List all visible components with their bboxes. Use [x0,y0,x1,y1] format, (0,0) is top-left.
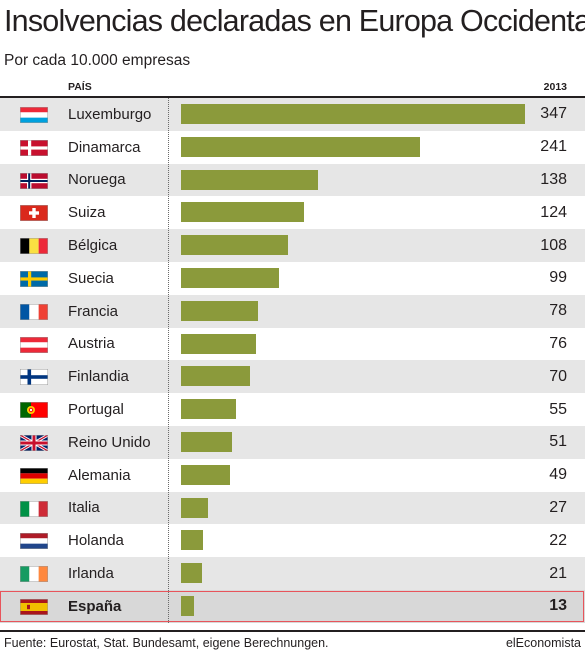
italy-flag-icon [20,500,48,517]
switzerland-flag-icon [20,205,48,222]
value-label: 99 [549,269,567,287]
bar [181,136,420,157]
france-flag-icon [20,303,48,320]
bar-row: Holanda 22 [0,524,585,557]
finland-flag-icon [20,369,48,386]
value-label: 21 [549,564,567,582]
value-label: 241 [540,138,567,156]
country-label: Suiza [68,204,106,222]
source-note: Fuente: Eurostat, Stat. Bundesamt, eigen… [4,636,329,650]
value-label: 55 [549,400,567,418]
bar-row: Irlanda 21 [0,557,585,590]
country-label: Francia [68,302,119,320]
country-label: Irlanda [68,565,114,583]
header-rule [0,96,585,98]
value-label: 347 [540,105,567,123]
value-label: 49 [549,466,567,484]
chart-subtitle: Por cada 10.000 empresas [4,52,191,69]
value-label: 22 [549,531,567,549]
year-column-header: 2013 [543,81,567,93]
country-column-header: PAÍS [68,81,92,93]
footer-rule [0,630,585,632]
bar-row: Dinamarca 241 [0,131,585,164]
bar-row: Finlandia 70 [0,360,585,394]
bar-row: Portugal 55 [0,393,585,426]
country-label: Holanda [68,532,124,550]
country-label: Austria [68,335,115,353]
dotted-separator [168,98,169,623]
country-label: Portugal [68,401,124,419]
bar [181,169,318,190]
bar [181,563,202,584]
country-label: Reino Unido [68,433,151,451]
bar [181,432,232,452]
value-label: 70 [549,367,567,385]
bar [181,596,194,616]
country-label: Suecia [68,269,114,287]
bar-row: Suecia 99 [0,262,585,295]
bar [181,366,251,387]
brand-label: elEconomista [505,636,581,650]
bar-row: Italia 27 [0,491,585,525]
bar-row: Bélgica 108 [0,229,585,262]
bar [181,333,257,354]
bar-row: España 13 [0,590,585,623]
value-label: 138 [540,170,567,188]
bar [181,399,236,420]
netherlands-flag-icon [20,533,48,550]
value-label: 78 [549,302,567,320]
value-label: 13 [549,597,567,615]
value-label: 27 [549,498,567,516]
value-label: 108 [540,236,567,254]
bar [181,202,304,223]
spain-flag-icon [20,599,48,615]
bar [181,104,525,124]
country-label: Alemania [68,466,131,484]
germany-flag-icon [20,467,48,484]
chart-title: Insolvencias declaradas en Europa Occide… [4,4,585,38]
value-label: 51 [549,433,567,451]
value-label: 76 [549,334,567,352]
norway-flag-icon [20,172,48,189]
bar-row: Suiza 124 [0,196,585,229]
bar-row: Reino Unido 51 [0,426,585,459]
bar [181,268,280,288]
country-label: España [68,597,122,615]
bar [181,235,289,256]
austria-flag-icon [20,336,48,353]
country-label: Italia [68,499,100,517]
luxembourg-flag-icon [20,107,48,123]
bar [181,530,203,551]
country-label: Dinamarca [68,138,141,156]
bar [181,464,230,485]
value-label: 124 [540,203,567,221]
bar-row: Austria 76 [0,328,585,361]
country-label: Luxemburgo [68,105,152,123]
bar-row: Francia 78 [0,294,585,328]
bar [181,300,259,321]
bar-row: Alemania 49 [0,459,585,492]
country-label: Noruega [68,171,126,189]
denmark-flag-icon [20,139,48,156]
ireland-flag-icon [20,566,48,583]
bar [181,497,208,518]
belgium-flag-icon [20,238,48,255]
bar-row: Luxemburgo 347 [0,98,585,131]
country-label: Finlandia [68,368,129,386]
portugal-flag-icon [20,402,48,419]
sweden-flag-icon [20,271,48,287]
bar-row: Noruega 138 [0,163,585,197]
uk-flag-icon [20,435,48,451]
country-label: Bélgica [68,237,118,255]
